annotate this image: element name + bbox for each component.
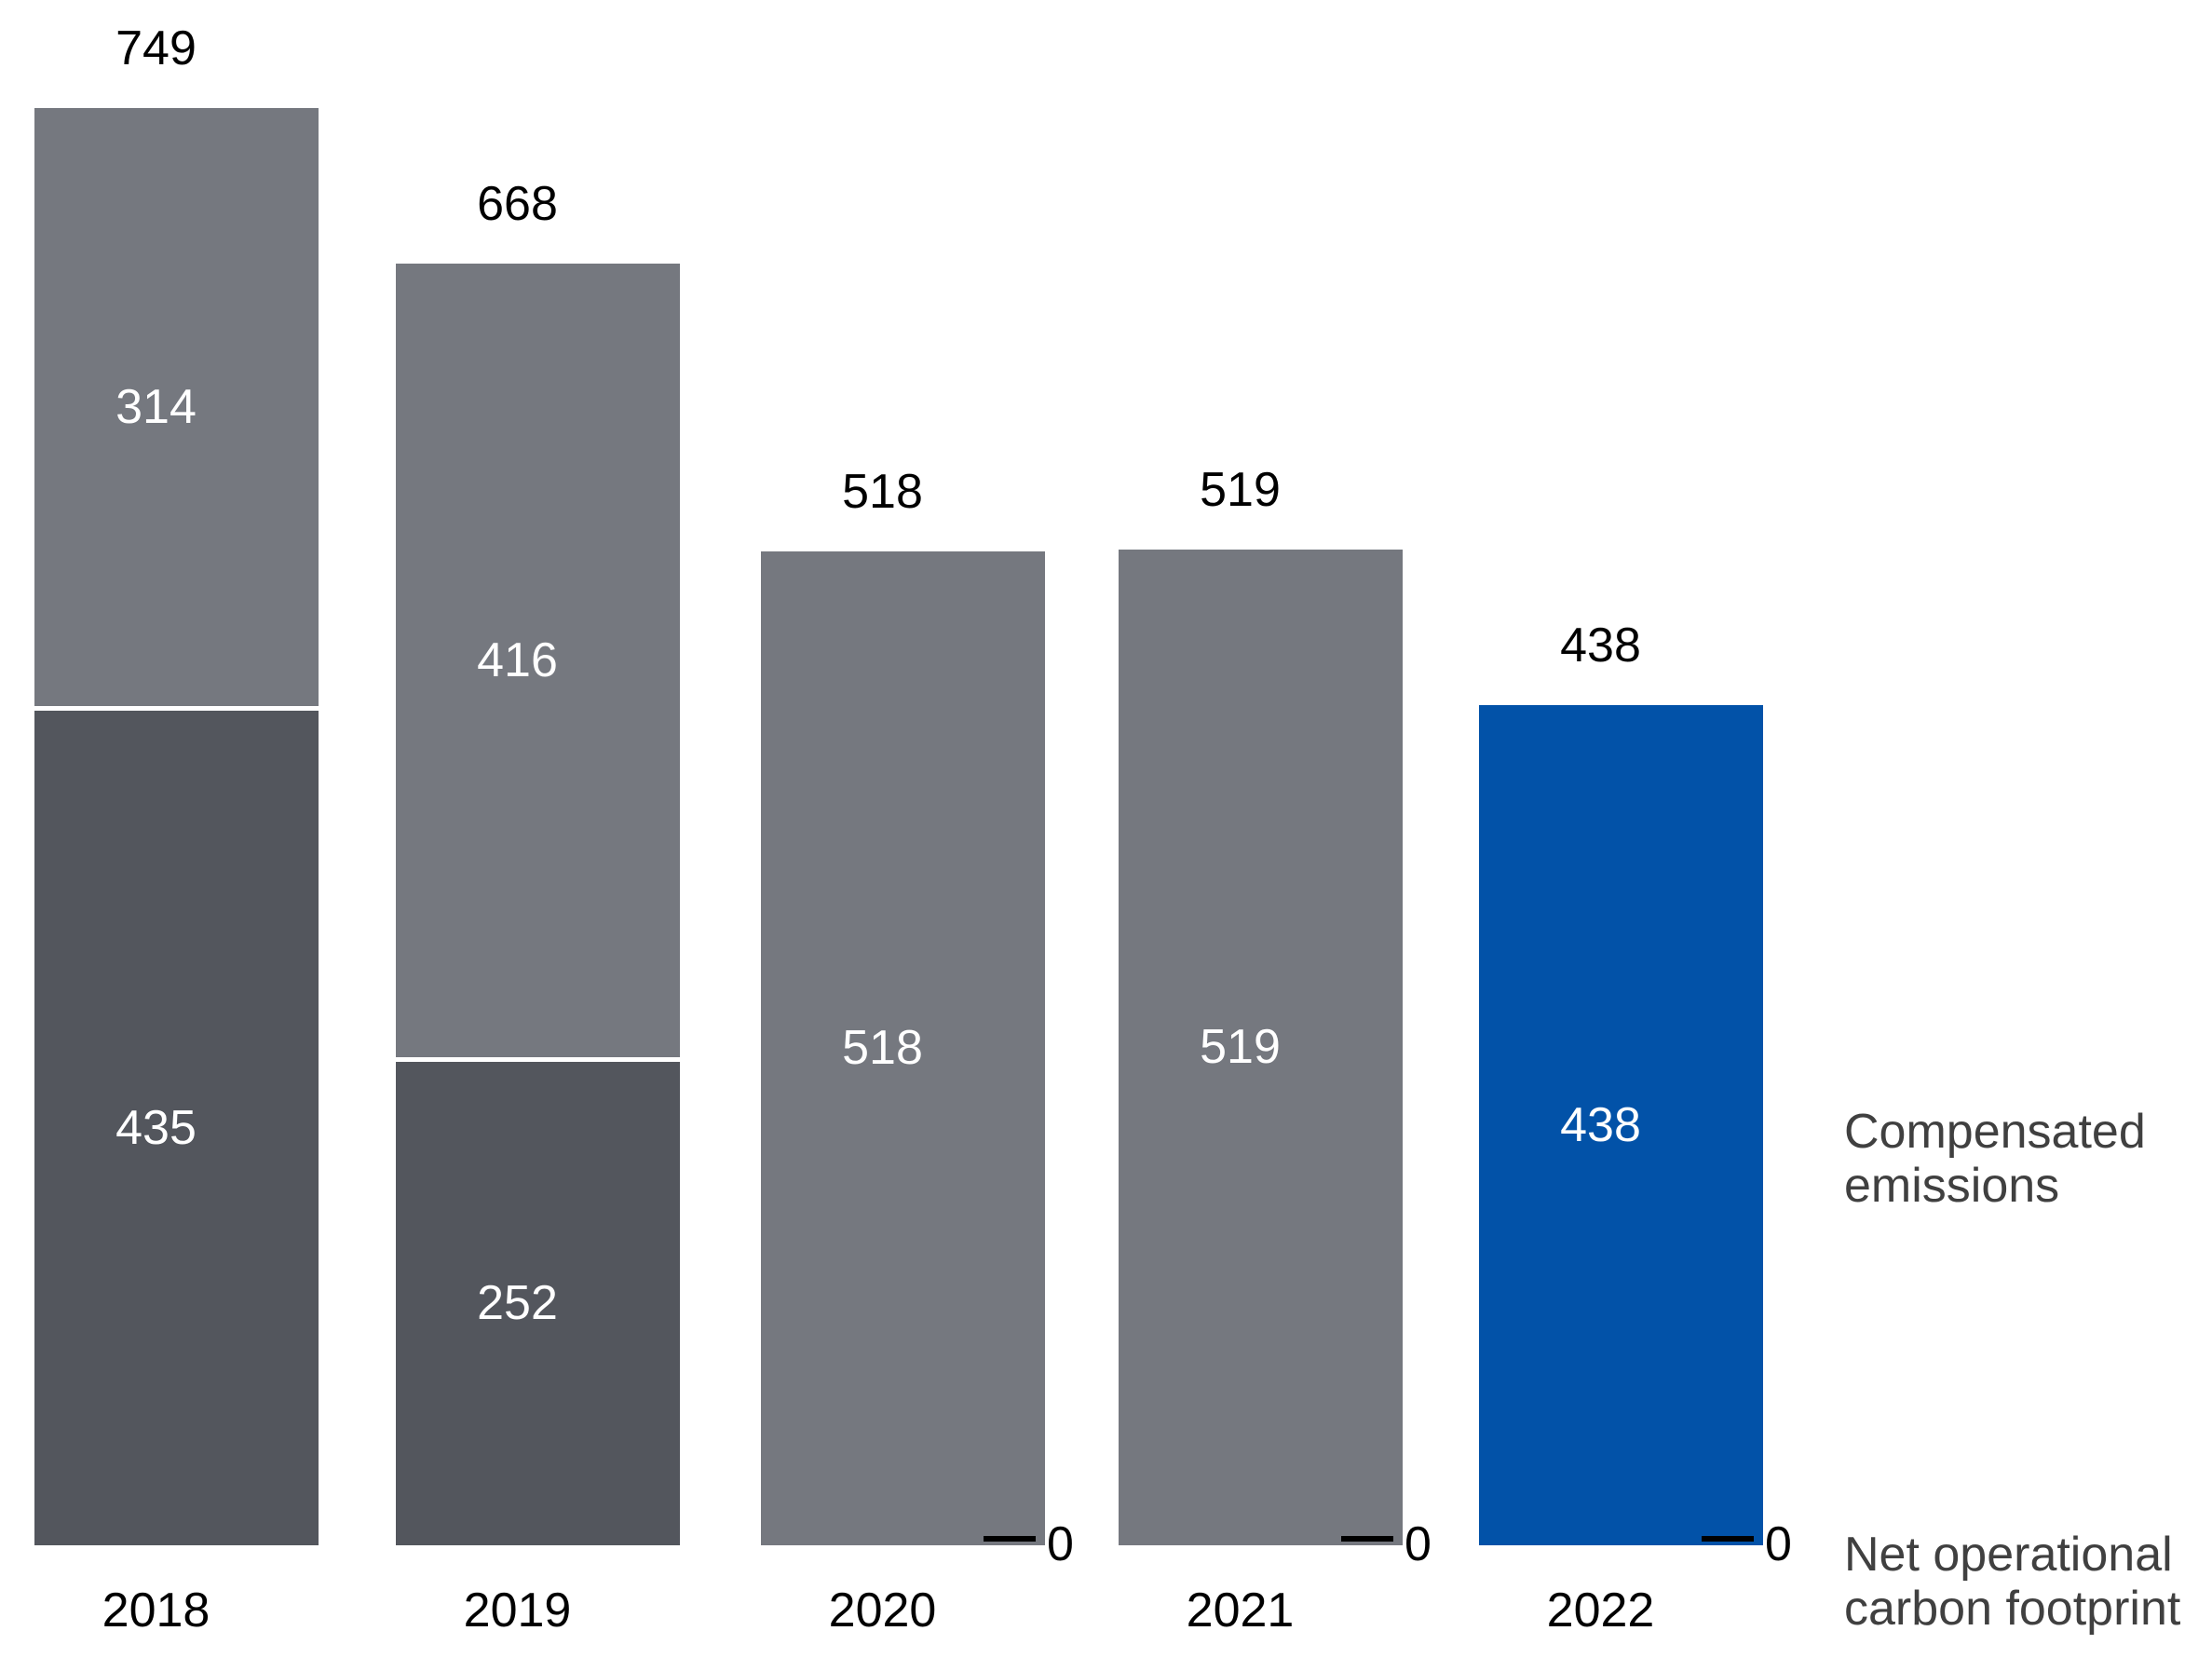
total-label-2022: 438 <box>1560 618 1641 673</box>
compensated-value-label-2020: 518 <box>842 1021 923 1076</box>
segment-compensated-2021 <box>1119 549 1403 1545</box>
segment-compensated-2018 <box>34 108 319 706</box>
net-value-label-2019: 252 <box>477 1276 558 1331</box>
year-label-2022: 2022 <box>1546 1583 1655 1638</box>
total-label-2020: 518 <box>842 464 923 519</box>
compensated-value-label-2021: 519 <box>1200 1020 1281 1075</box>
segment-compensated-2022 <box>1479 704 1763 1545</box>
zero-dash-2021 <box>1341 1536 1393 1542</box>
year-label-2018: 2018 <box>102 1583 210 1638</box>
legend-compensated-emissions: Compensated emissions <box>1844 1105 2146 1213</box>
segment-net-operational-2018 <box>34 710 319 1545</box>
year-label-2021: 2021 <box>1186 1583 1295 1638</box>
net-value-label-2018: 435 <box>115 1100 197 1155</box>
zero-label-2022: 0 <box>1765 1517 1792 1571</box>
zero-dash-2020 <box>984 1536 1036 1542</box>
zero-label-2020: 0 <box>1047 1517 1074 1571</box>
compensated-value-label-2018: 314 <box>115 379 197 434</box>
total-label-2018: 749 <box>115 21 197 76</box>
segment-compensated-2020 <box>761 550 1045 1545</box>
segment-net-operational-2019 <box>396 1061 680 1545</box>
legend-net-operational-carbon-footprint: Net operational carbon footprint <box>1844 1528 2181 1636</box>
total-label-2019: 668 <box>477 176 558 231</box>
zero-dash-2022 <box>1702 1536 1754 1542</box>
compensated-value-label-2019: 416 <box>477 632 558 687</box>
compensated-value-label-2022: 438 <box>1560 1097 1641 1152</box>
year-label-2020: 2020 <box>828 1583 937 1638</box>
segment-compensated-2019 <box>396 263 680 1057</box>
zero-label-2021: 0 <box>1405 1517 1432 1571</box>
total-label-2021: 519 <box>1200 462 1281 517</box>
year-label-2019: 2019 <box>463 1583 572 1638</box>
